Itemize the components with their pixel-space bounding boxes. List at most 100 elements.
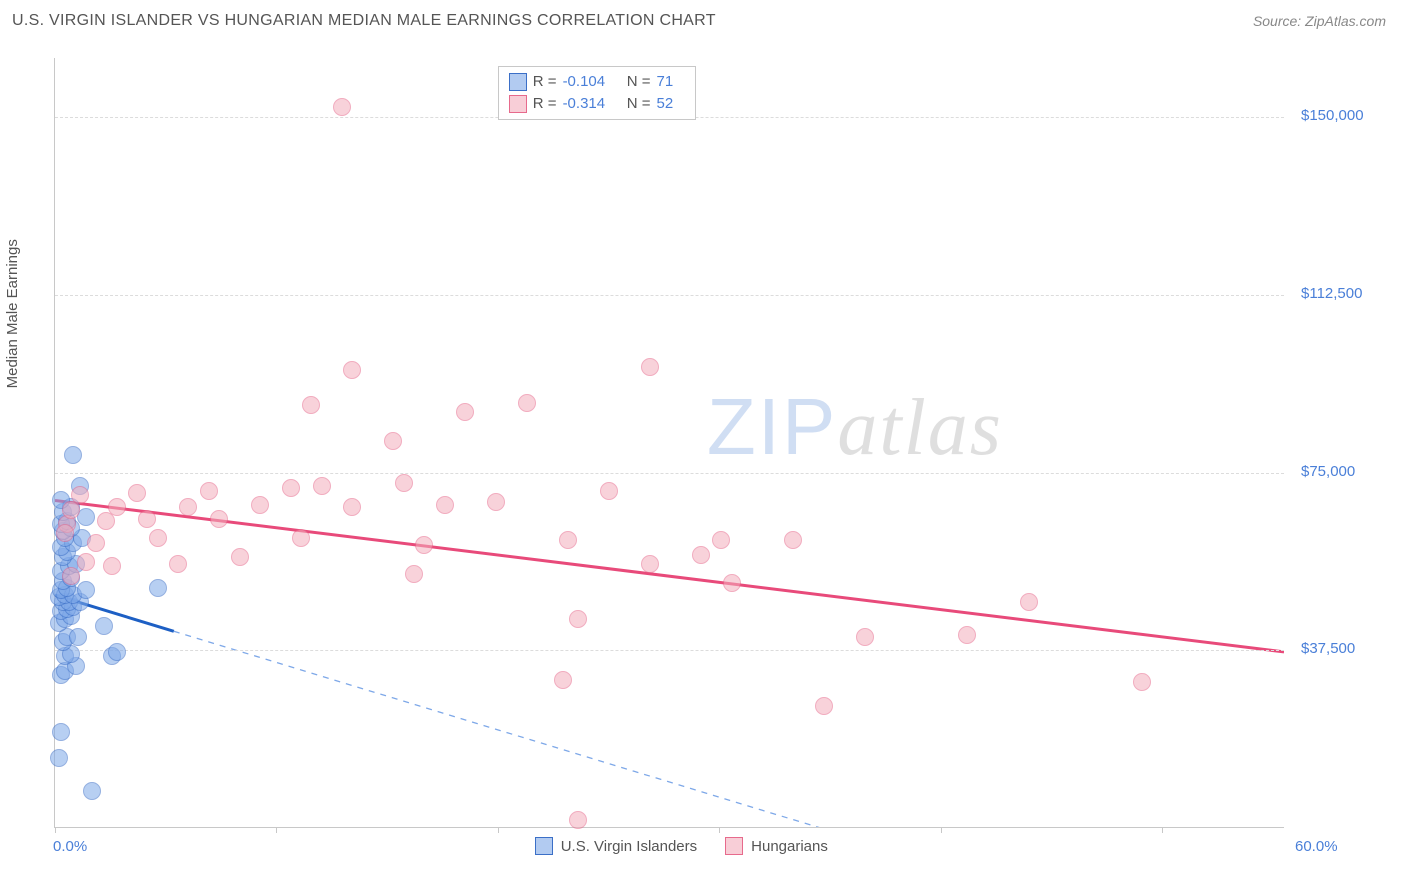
stats-row-usvi: R = -0.104 N = 71	[509, 71, 685, 93]
point-hun	[282, 479, 300, 497]
n-label: N =	[623, 71, 651, 93]
point-usvi	[69, 628, 87, 646]
point-usvi	[64, 446, 82, 464]
point-usvi	[95, 617, 113, 635]
point-usvi	[149, 579, 167, 597]
point-hun	[784, 531, 802, 549]
swatch-hun	[725, 837, 743, 855]
x-tick	[276, 827, 277, 833]
y-tick-label: $37,500	[1301, 640, 1355, 657]
point-hun	[600, 482, 618, 500]
point-hun	[456, 403, 474, 421]
point-hun	[554, 671, 572, 689]
point-hun	[251, 496, 269, 514]
legend-label-usvi: U.S. Virgin Islanders	[561, 838, 697, 855]
n-value-usvi: 71	[657, 71, 685, 93]
r-value-usvi: -0.104	[563, 71, 617, 93]
x-tick	[941, 827, 942, 833]
point-hun	[138, 510, 156, 528]
point-hun	[815, 697, 833, 715]
point-hun	[395, 474, 413, 492]
y-axis-label: Median Male Earnings	[4, 239, 21, 388]
point-hun	[77, 553, 95, 571]
point-usvi	[108, 643, 126, 661]
gridline	[55, 295, 1284, 296]
r-value-hun: -0.314	[563, 93, 617, 115]
point-hun	[200, 482, 218, 500]
chart-title: U.S. VIRGIN ISLANDER VS HUNGARIAN MEDIAN…	[12, 12, 716, 30]
point-hun	[292, 529, 310, 547]
point-hun	[569, 610, 587, 628]
stats-legend: R = -0.104 N = 71R = -0.314 N = 52	[498, 66, 696, 120]
point-hun	[1133, 673, 1151, 691]
gridline	[55, 473, 1284, 474]
x-tick	[719, 827, 720, 833]
point-hun	[641, 555, 659, 573]
x-tick	[55, 827, 56, 833]
point-hun	[405, 565, 423, 583]
chart-container: Median Male Earnings $37,500$75,000$112,…	[12, 46, 1394, 880]
point-hun	[384, 432, 402, 450]
point-hun	[169, 555, 187, 573]
source-attribution: Source: ZipAtlas.com	[1253, 13, 1386, 29]
point-usvi	[52, 723, 70, 741]
point-hun	[87, 534, 105, 552]
point-hun	[559, 531, 577, 549]
point-hun	[1020, 593, 1038, 611]
trendline-usvi-dash	[174, 631, 1284, 827]
point-hun	[692, 546, 710, 564]
point-hun	[487, 493, 505, 511]
point-hun	[313, 477, 331, 495]
point-hun	[333, 98, 351, 116]
point-hun	[210, 510, 228, 528]
point-hun	[343, 498, 361, 516]
n-value-hun: 52	[657, 93, 685, 115]
point-hun	[518, 394, 536, 412]
point-hun	[62, 567, 80, 585]
point-hun	[302, 396, 320, 414]
point-hun	[149, 529, 167, 547]
x-tick	[498, 827, 499, 833]
stats-row-hun: R = -0.314 N = 52	[509, 93, 685, 115]
point-hun	[436, 496, 454, 514]
point-usvi	[77, 581, 95, 599]
legend-label-hun: Hungarians	[751, 838, 828, 855]
plot-area: $37,500$75,000$112,500$150,0000.0%60.0%Z…	[54, 58, 1284, 828]
point-hun	[179, 498, 197, 516]
swatch-usvi	[509, 73, 527, 91]
point-hun	[856, 628, 874, 646]
point-hun	[128, 484, 146, 502]
point-hun	[231, 548, 249, 566]
point-usvi	[83, 782, 101, 800]
r-label: R =	[533, 93, 557, 115]
gridline	[55, 650, 1284, 651]
point-hun	[415, 536, 433, 554]
x-max-label: 60.0%	[1295, 838, 1338, 855]
y-tick-label: $112,500	[1301, 285, 1362, 302]
r-label: R =	[533, 71, 557, 93]
legend-item-hun: Hungarians	[725, 837, 828, 855]
y-tick-label: $150,000	[1301, 107, 1364, 124]
point-hun	[641, 358, 659, 376]
x-min-label: 0.0%	[53, 838, 87, 855]
point-hun	[103, 557, 121, 575]
point-usvi	[50, 749, 68, 767]
point-hun	[56, 524, 74, 542]
legend-item-usvi: U.S. Virgin Islanders	[535, 837, 697, 855]
x-tick	[1162, 827, 1163, 833]
trendline-hun-solid	[55, 500, 1284, 651]
swatch-hun	[509, 95, 527, 113]
swatch-usvi	[535, 837, 553, 855]
point-hun	[723, 574, 741, 592]
y-tick-label: $75,000	[1301, 463, 1355, 480]
point-hun	[712, 531, 730, 549]
point-hun	[569, 811, 587, 829]
point-hun	[108, 498, 126, 516]
point-hun	[958, 626, 976, 644]
n-label: N =	[623, 93, 651, 115]
trend-lines	[55, 58, 1284, 827]
point-hun	[343, 361, 361, 379]
point-hun	[71, 486, 89, 504]
watermark: ZIPatlas	[707, 381, 1003, 474]
series-legend: U.S. Virgin Islanders Hungarians	[535, 837, 828, 855]
